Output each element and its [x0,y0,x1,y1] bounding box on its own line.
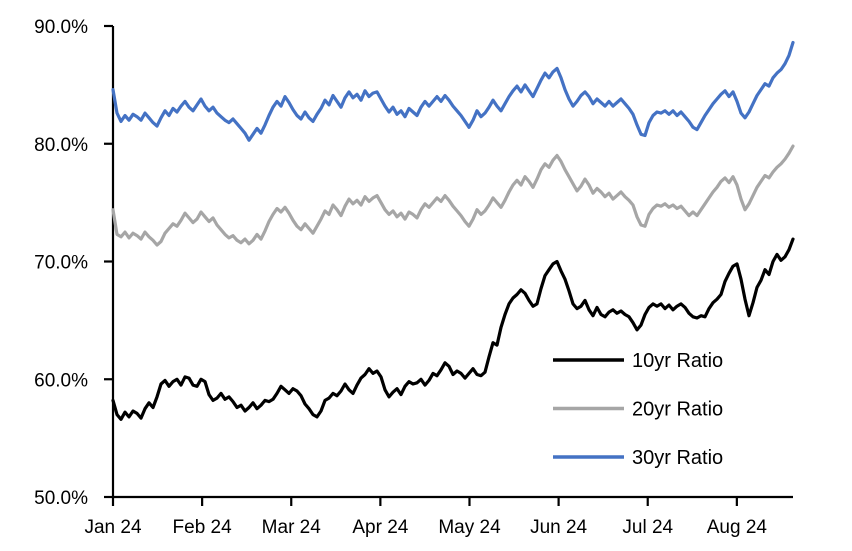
x-tick-label: Aug 24 [707,517,768,538]
x-tick-label: Jan 24 [84,517,141,538]
legend-label: 10yr Ratio [632,350,723,372]
series-line-10yr-ratio [111,237,795,421]
legend-item-30yr-ratio: 30yr Ratio [553,447,723,469]
y-tick-label: 80.0% [34,135,88,156]
legend-item-20yr-ratio: 20yr Ratio [553,399,723,421]
series-lines [111,40,795,421]
y-tick-label: 70.0% [34,253,88,274]
series-line-20yr-ratio [111,144,795,247]
y-tick-label: 90.0% [34,17,88,38]
y-tick-label: 60.0% [34,370,88,391]
y-tick-label: 50.0% [34,488,88,509]
legend-item-10yr-ratio: 10yr Ratio [553,350,723,372]
x-tick-label: Apr 24 [352,517,408,538]
legend-label: 30yr Ratio [632,447,723,469]
series-line-30yr-ratio [111,40,795,142]
x-tick-label: Jul 24 [622,517,673,538]
legend-label: 20yr Ratio [632,399,723,421]
x-tick-label: Jun 24 [530,517,587,538]
legend: 10yr Ratio 20yr Ratio 30yr Ratio [553,350,723,469]
x-tick-label: Mar 24 [262,517,322,538]
axes: 50.0% 60.0% 70.0% 80.0% 90.0% Jan 24 Feb 24 Mar… [34,17,793,538]
x-tick-label: Feb 24 [173,517,233,538]
x-tick-label: May 24 [438,517,501,538]
